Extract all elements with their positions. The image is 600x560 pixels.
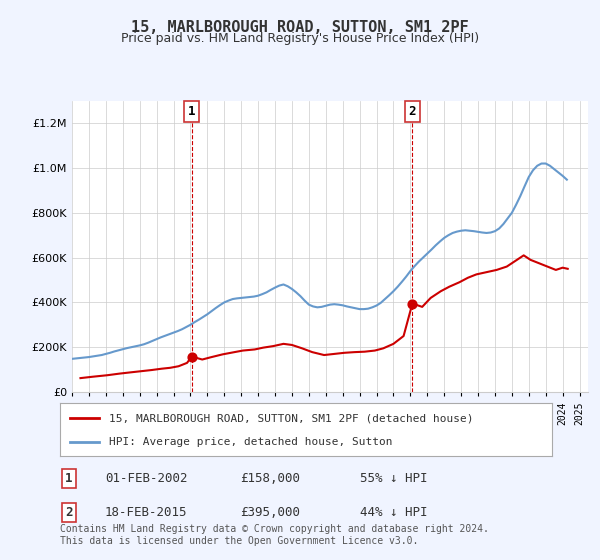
Text: 15, MARLBOROUGH ROAD, SUTTON, SM1 2PF (detached house): 15, MARLBOROUGH ROAD, SUTTON, SM1 2PF (d… xyxy=(109,413,474,423)
Text: 44% ↓ HPI: 44% ↓ HPI xyxy=(360,506,427,519)
Text: £158,000: £158,000 xyxy=(240,472,300,486)
Point xyxy=(407,299,417,308)
Text: 18-FEB-2015: 18-FEB-2015 xyxy=(105,506,187,519)
Text: Price paid vs. HM Land Registry's House Price Index (HPI): Price paid vs. HM Land Registry's House … xyxy=(121,32,479,45)
Text: 15, MARLBOROUGH ROAD, SUTTON, SM1 2PF: 15, MARLBOROUGH ROAD, SUTTON, SM1 2PF xyxy=(131,20,469,35)
Text: 1: 1 xyxy=(65,472,73,486)
Text: 55% ↓ HPI: 55% ↓ HPI xyxy=(360,472,427,486)
Text: Contains HM Land Registry data © Crown copyright and database right 2024.
This d: Contains HM Land Registry data © Crown c… xyxy=(60,524,489,546)
Text: 2: 2 xyxy=(409,105,416,118)
Text: 01-FEB-2002: 01-FEB-2002 xyxy=(105,472,187,486)
Point xyxy=(187,352,197,361)
Text: £395,000: £395,000 xyxy=(240,506,300,519)
Text: 2: 2 xyxy=(65,506,73,519)
Text: 1: 1 xyxy=(188,105,196,118)
Text: HPI: Average price, detached house, Sutton: HPI: Average price, detached house, Sutt… xyxy=(109,436,392,446)
